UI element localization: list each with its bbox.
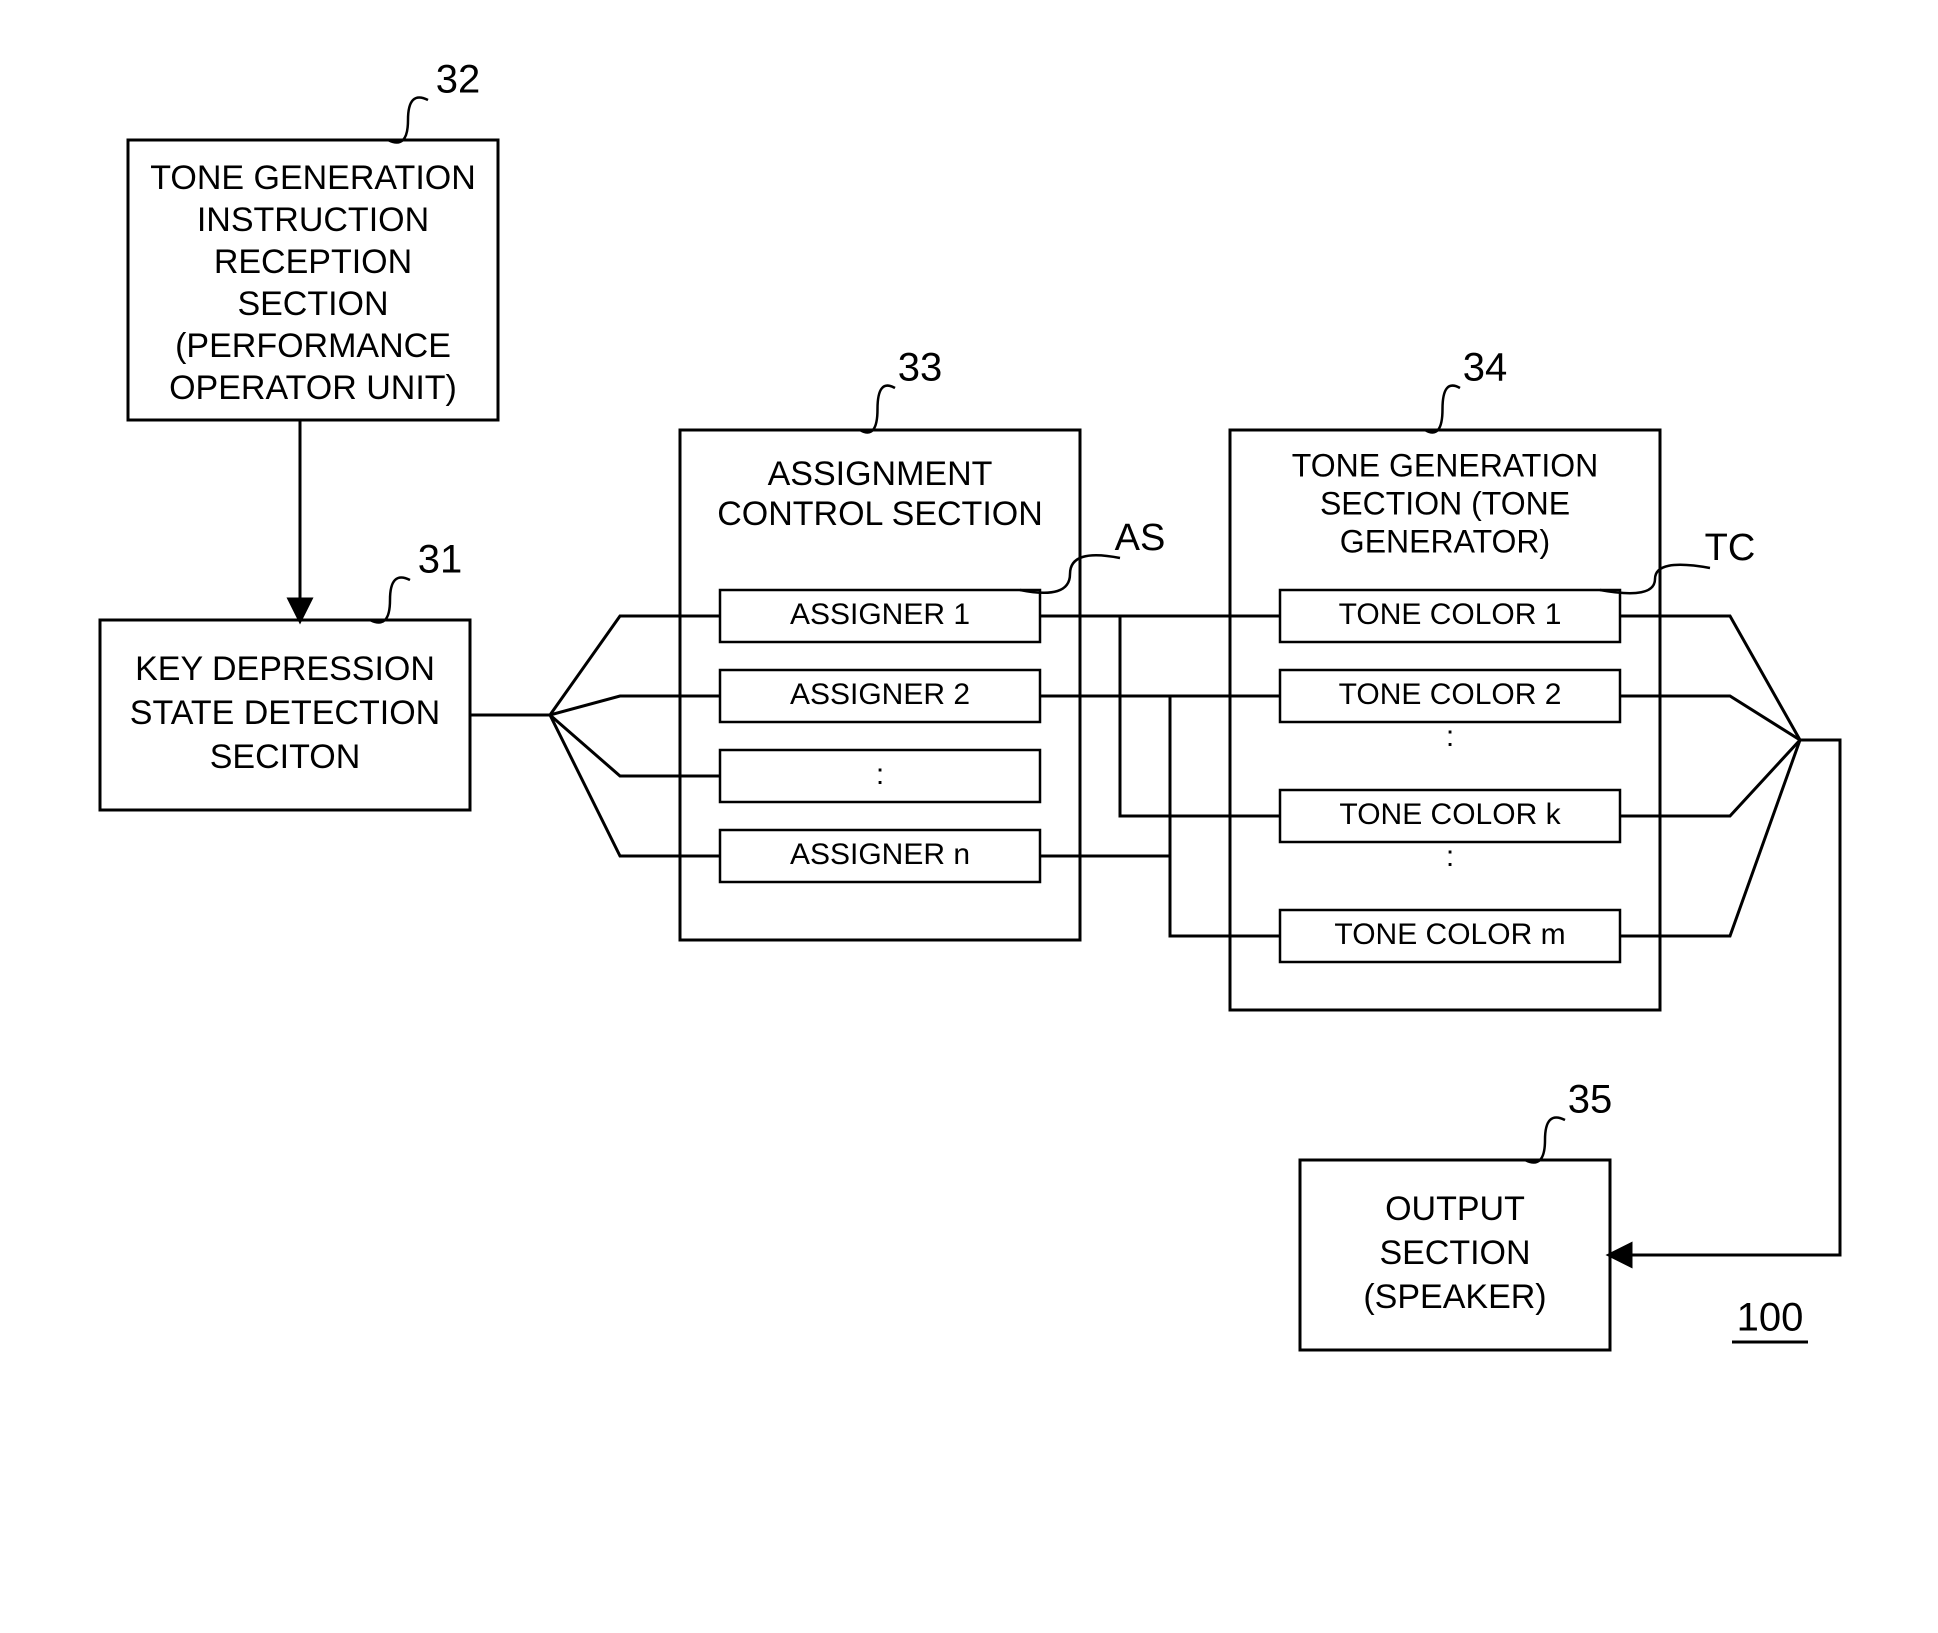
ref-32: 32 [436, 58, 481, 102]
block32-line: SECTION [237, 285, 388, 323]
assigner-label: ASSIGNER n [790, 838, 970, 871]
block33-title: CONTROL SECTION [717, 495, 1043, 533]
edge-block31_fanout-as3 [470, 715, 720, 776]
edge-as1-tck [1040, 616, 1280, 816]
edge-tck-merge [1620, 740, 1800, 816]
block32-line: OPERATOR UNIT) [169, 369, 457, 407]
block33-title: ASSIGNMENT [768, 455, 993, 493]
block35-line: OUTPUT [1385, 1190, 1525, 1228]
edge-block31_fanout-as2 [470, 696, 720, 715]
label-AS: AS [1115, 517, 1166, 559]
ellipsis: : [1446, 720, 1454, 753]
leader-line [860, 386, 895, 433]
edge-tc2-merge [1620, 696, 1800, 740]
edge-block31_fanout-as1 [470, 616, 720, 715]
leader-line [1525, 1118, 1565, 1163]
leader-line [370, 578, 410, 623]
tone-color-label: TONE COLOR 2 [1339, 678, 1562, 711]
edge-block31_fanout-as4 [470, 715, 720, 856]
tone-color-label: TONE COLOR 1 [1339, 598, 1562, 631]
block34-title: SECTION (TONE [1320, 485, 1570, 521]
tone-color-label: TONE COLOR m [1334, 918, 1565, 951]
label-TC: TC [1705, 527, 1756, 569]
block32-line: INSTRUCTION [197, 201, 429, 239]
ref-34: 34 [1463, 346, 1508, 390]
edge-as4-tc2 [1040, 696, 1280, 856]
assigner-label: : [876, 758, 884, 791]
ref-100: 100 [1737, 1296, 1804, 1340]
block35-line: (SPEAKER) [1363, 1278, 1546, 1316]
block34-title: TONE GENERATION [1292, 447, 1598, 483]
block31-line: SECITON [210, 738, 361, 776]
leader-line [388, 98, 428, 143]
block32-line: RECEPTION [214, 243, 412, 281]
tone-color-label: TONE COLOR k [1339, 798, 1561, 831]
assigner-label: ASSIGNER 1 [790, 598, 970, 631]
edge-as4-tcm [1040, 856, 1280, 936]
leader-line [1425, 386, 1460, 433]
block35-line: SECTION [1379, 1234, 1530, 1272]
ref-31: 31 [418, 538, 463, 582]
block32-line: TONE GENERATION [150, 159, 476, 197]
block31-line: STATE DETECTION [130, 694, 440, 732]
leader-line [1020, 555, 1120, 593]
ref-33: 33 [898, 346, 943, 390]
block32-line: (PERFORMANCE [175, 327, 451, 365]
assigner-label: ASSIGNER 2 [790, 678, 970, 711]
ellipsis: : [1446, 840, 1454, 873]
block31-line: KEY DEPRESSION [135, 650, 435, 688]
block34-title: GENERATOR) [1340, 523, 1550, 559]
ref-35: 35 [1568, 1078, 1613, 1122]
